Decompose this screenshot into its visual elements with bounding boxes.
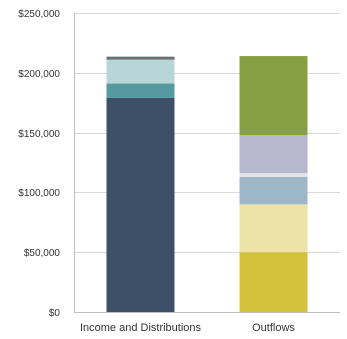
y-axis-ticks: $0 $50,000 $100,000 $150,000 $200,000 $250,00… (18, 9, 60, 319)
y-tick-label-4: $200,000 (18, 69, 60, 80)
bar-segment-0-2 (106, 59, 175, 84)
bar-segment-1-2 (239, 176, 308, 205)
bar-segment-1-5 (239, 56, 308, 135)
bar-segment-1-3 (239, 173, 308, 177)
y-tick-label-5: $250,000 (18, 9, 60, 20)
x-category-label-0: Income and Distributions (80, 322, 202, 334)
y-tick-label-2: $100,000 (18, 188, 60, 199)
x-axis-categories: Income and Distributions Outflows (80, 322, 295, 334)
x-category-label-1: Outflows (252, 322, 295, 334)
bar-stacks (106, 56, 308, 312)
bar-segment-1-0 (239, 252, 308, 312)
y-tick-label-1: $50,000 (24, 248, 61, 259)
bar-segment-0-1 (106, 83, 175, 98)
bar-segment-1-4 (239, 134, 308, 174)
y-tick-label-3: $150,000 (18, 129, 60, 140)
y-tick-label-0: $0 (49, 308, 61, 319)
bar-segment-1-1 (239, 204, 308, 253)
bar-stack-0 (106, 56, 175, 312)
bar-stack-1 (239, 56, 308, 312)
bar-segment-0-3 (106, 56, 175, 60)
bar-segment-0-0 (106, 97, 175, 312)
